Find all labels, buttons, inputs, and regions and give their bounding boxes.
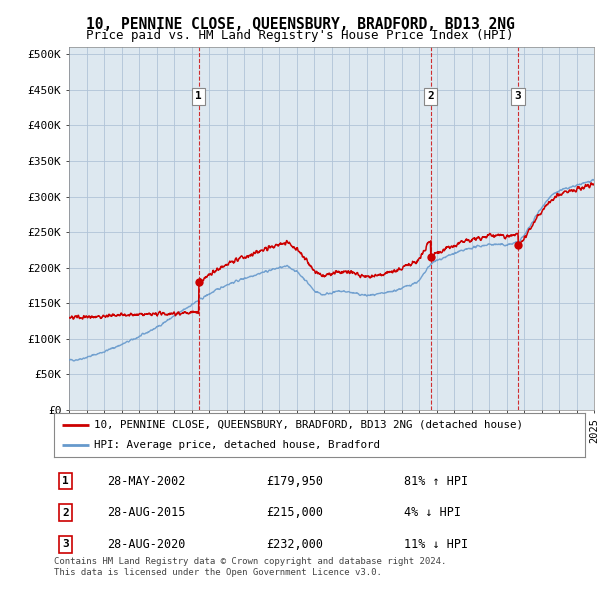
Text: 81% ↑ HPI: 81% ↑ HPI xyxy=(404,474,469,487)
Text: Price paid vs. HM Land Registry's House Price Index (HPI): Price paid vs. HM Land Registry's House … xyxy=(86,30,514,42)
Text: 11% ↓ HPI: 11% ↓ HPI xyxy=(404,537,469,550)
Text: 4% ↓ HPI: 4% ↓ HPI xyxy=(404,506,461,519)
Text: 10, PENNINE CLOSE, QUEENSBURY, BRADFORD, BD13 2NG (detached house): 10, PENNINE CLOSE, QUEENSBURY, BRADFORD,… xyxy=(94,420,523,430)
Text: 1: 1 xyxy=(62,476,69,486)
Text: 2: 2 xyxy=(427,91,434,101)
Text: 1: 1 xyxy=(196,91,202,101)
Text: 28-MAY-2002: 28-MAY-2002 xyxy=(107,474,185,487)
Text: Contains HM Land Registry data © Crown copyright and database right 2024.: Contains HM Land Registry data © Crown c… xyxy=(54,557,446,566)
Text: 3: 3 xyxy=(515,91,521,101)
Text: 28-AUG-2015: 28-AUG-2015 xyxy=(107,506,185,519)
Text: HPI: Average price, detached house, Bradford: HPI: Average price, detached house, Brad… xyxy=(94,440,380,450)
Text: This data is licensed under the Open Government Licence v3.0.: This data is licensed under the Open Gov… xyxy=(54,568,382,576)
Text: 28-AUG-2020: 28-AUG-2020 xyxy=(107,537,185,550)
Text: 3: 3 xyxy=(62,539,69,549)
Text: 10, PENNINE CLOSE, QUEENSBURY, BRADFORD, BD13 2NG: 10, PENNINE CLOSE, QUEENSBURY, BRADFORD,… xyxy=(86,17,514,31)
Text: £179,950: £179,950 xyxy=(266,474,323,487)
Text: £232,000: £232,000 xyxy=(266,537,323,550)
Text: 2: 2 xyxy=(62,507,69,517)
Text: £215,000: £215,000 xyxy=(266,506,323,519)
